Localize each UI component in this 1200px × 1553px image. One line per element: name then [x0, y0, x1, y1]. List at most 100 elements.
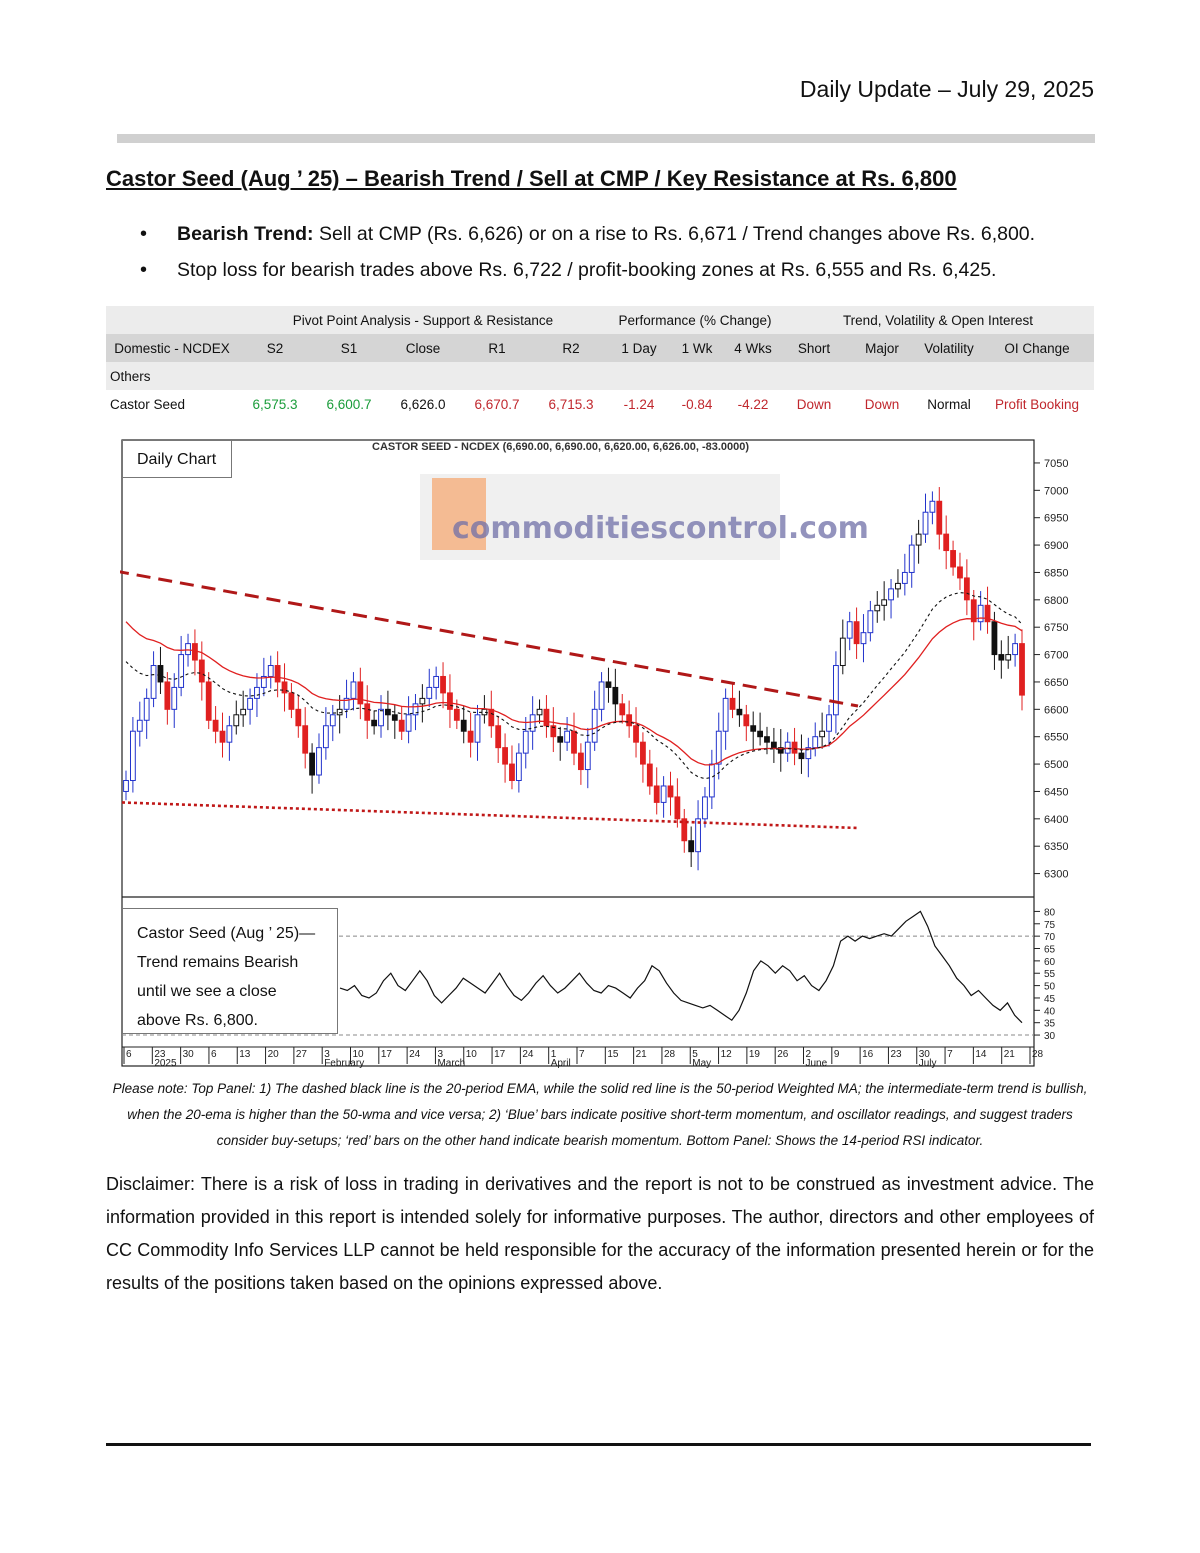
candle-body	[233, 714, 240, 727]
date-tick-label: 3	[437, 1049, 443, 1060]
cell-commodity: Castor Seed	[110, 396, 186, 412]
bullet-trend: Bearish Trend: Sell at CMP (Rs. 6,626) o…	[140, 222, 1035, 246]
rsi-tick-label: 30	[1044, 1031, 1056, 1042]
candle-body	[412, 703, 419, 716]
candle-body	[157, 665, 164, 683]
col-header: S1	[312, 334, 386, 362]
bullet-stoploss: Stop loss for bearish trades above Rs. 6…	[140, 258, 1035, 282]
candle-body	[136, 719, 143, 732]
rsi-tick-label: 50	[1044, 982, 1056, 993]
candle-body	[584, 741, 591, 771]
candle-body	[474, 714, 481, 743]
month-label: June	[806, 1058, 828, 1068]
date-tick-label: 2	[806, 1049, 812, 1060]
candle-body	[605, 681, 612, 688]
date-tick-label: 23	[890, 1049, 902, 1060]
candle-body	[150, 665, 157, 699]
date-tick-label: 14	[975, 1049, 987, 1060]
candle-body	[812, 736, 819, 749]
candle-body	[867, 610, 874, 634]
candle-body	[529, 714, 536, 732]
candle-body	[260, 675, 267, 688]
candle-body	[977, 604, 984, 623]
candle-body	[577, 752, 584, 771]
candle-body	[791, 741, 798, 754]
candle-body	[460, 719, 467, 732]
date-tick-label: 1	[551, 1049, 557, 1060]
candle-body	[171, 686, 178, 710]
candle-body	[488, 708, 495, 727]
price-tick-label: 7050	[1044, 458, 1068, 470]
candle-body	[267, 665, 274, 677]
rsi-panel	[122, 910, 1034, 1036]
candle-body	[943, 533, 950, 552]
table-group-header-row: Pivot Point Analysis - Support & Resista…	[106, 306, 1094, 334]
date-tick-label: 6	[211, 1049, 217, 1060]
candle-body	[826, 714, 832, 732]
trendlines	[79, 569, 859, 830]
watermark-logo-icon	[432, 478, 486, 550]
candle-body	[1012, 643, 1019, 656]
candle-body	[336, 708, 343, 716]
candle-body	[302, 725, 309, 754]
col-header: 1 Wk	[670, 334, 724, 362]
candle-body	[846, 621, 853, 639]
candle-body	[281, 681, 288, 694]
rsi-tick-label: 45	[1044, 994, 1056, 1005]
date-tick-label: 7	[947, 1049, 953, 1060]
candle-body	[240, 708, 247, 716]
date-tick-label: 23	[154, 1049, 166, 1060]
price-tick-label: 6850	[1044, 567, 1068, 579]
candle-body	[695, 818, 701, 853]
candle-body	[805, 747, 812, 760]
date-tick-label: 20	[268, 1049, 280, 1060]
group-header-trend: Trend, Volatility & Open Interest	[782, 306, 1094, 334]
price-tick-label: 6750	[1044, 622, 1068, 634]
price-tick-label: 6650	[1044, 677, 1068, 689]
rsi-tick-label: 35	[1044, 1019, 1056, 1030]
candle-body	[646, 763, 653, 787]
month-label: April	[551, 1058, 571, 1068]
group-header-performance: Performance (% Change)	[608, 306, 782, 334]
cell-r1: 6,670.7	[474, 396, 520, 412]
candle-body	[667, 785, 674, 798]
rsi-tick-label: 75	[1044, 920, 1056, 931]
candle-body	[164, 681, 171, 710]
price-tick-label: 6800	[1044, 595, 1068, 607]
price-tick-label: 6400	[1044, 814, 1068, 826]
month-label: July	[919, 1058, 937, 1068]
candle-body	[998, 654, 1005, 661]
candle-body	[764, 736, 770, 743]
date-tick-label: 12	[721, 1049, 733, 1060]
date-tick-label: 10	[466, 1049, 478, 1060]
candle-body	[702, 796, 708, 820]
date-tick-label: 15	[607, 1049, 619, 1060]
candle-body	[833, 665, 839, 716]
key-points-list: Bearish Trend: Sell at CMP (Rs. 6,626) o…	[140, 222, 1035, 294]
candle-body	[922, 511, 929, 535]
candle-body	[185, 643, 191, 656]
candle-body	[970, 599, 977, 623]
candle-body	[936, 500, 943, 535]
candle-body	[378, 708, 384, 727]
candle-body	[316, 747, 322, 776]
candle-body	[385, 708, 391, 716]
date-tick-label: 19	[749, 1049, 761, 1060]
candle-body	[715, 730, 722, 765]
candle-body	[212, 719, 219, 732]
month-label: February	[324, 1058, 364, 1068]
rsi-tick-label: 60	[1044, 957, 1056, 968]
pivot-table: Pivot Point Analysis - Support & Resista…	[106, 306, 1094, 418]
candle-body	[901, 571, 908, 584]
axes: 7050700069506900685068006750670066506600…	[123, 458, 1068, 1069]
candle-body	[681, 818, 688, 842]
candle-body	[226, 725, 233, 743]
candle-body	[908, 544, 915, 573]
date-tick-label: 5	[692, 1049, 698, 1060]
candle-body	[557, 736, 564, 743]
date-tick-label: 10	[353, 1049, 365, 1060]
candle-body	[550, 725, 557, 738]
date-tick-label: 17	[494, 1049, 506, 1060]
candle-body	[453, 708, 460, 721]
watermark: commoditiescontrol.com	[420, 474, 869, 560]
